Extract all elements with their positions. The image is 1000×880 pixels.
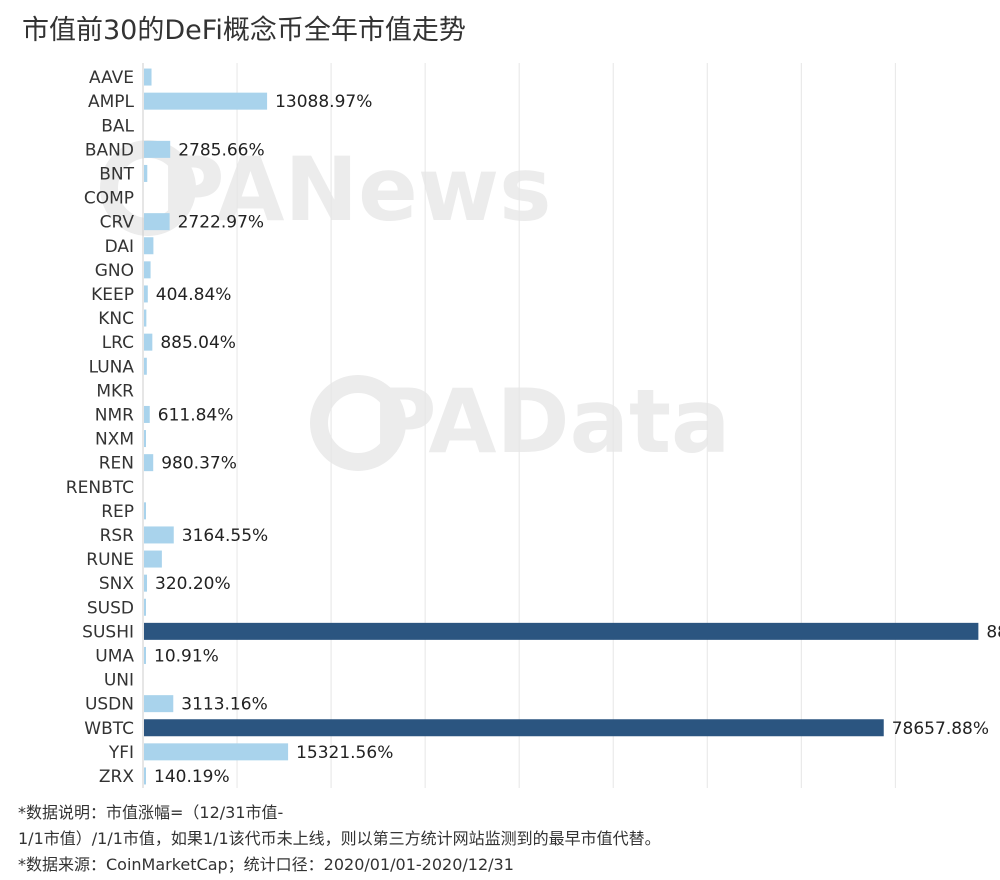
data-label: 980.37%: [161, 454, 237, 474]
bar: [144, 743, 289, 761]
category-label: CRV: [100, 213, 135, 233]
category-label: BAND: [85, 140, 134, 160]
category-label: RENBTC: [66, 478, 134, 498]
bar: [144, 309, 147, 327]
data-label: 13088.97%: [275, 92, 372, 112]
padata-watermark: PAData: [372, 370, 731, 473]
category-label: AAVE: [89, 68, 134, 88]
bar: [144, 598, 146, 616]
category-label: KEEP: [91, 285, 134, 305]
bar: [144, 454, 154, 472]
bar: [144, 285, 148, 303]
category-label: AMPL: [88, 92, 135, 112]
category-label: NXM: [95, 430, 134, 450]
bar: [144, 92, 268, 110]
category-label: UNI: [104, 671, 134, 691]
bar: [144, 405, 150, 423]
bar: [144, 502, 146, 520]
note-source: *数据来源：CoinMarketCap；统计口径：2020/01/01-2020…: [18, 855, 514, 874]
category-label: BNT: [99, 164, 134, 184]
data-label: 2785.66%: [178, 140, 264, 160]
bar: [144, 526, 174, 544]
category-label: SNX: [99, 574, 135, 594]
data-label: 140.19%: [154, 767, 230, 787]
category-label: COMP: [84, 189, 134, 209]
category-label: USDN: [85, 695, 134, 715]
category-label: SUSD: [87, 598, 134, 618]
bar: [144, 164, 148, 182]
data-label: 320.20%: [155, 574, 231, 594]
bar: [144, 261, 151, 279]
chart-title: 市值前30的DeFi概念币全年市值走势: [22, 15, 466, 46]
category-label: BAL: [101, 116, 134, 136]
category-label: LRC: [102, 333, 134, 353]
data-label: 2722.97%: [178, 213, 264, 233]
note-description-line1: *数据说明：市值涨幅=（12/31市值-: [18, 803, 284, 822]
bar: [144, 646, 146, 664]
category-label: SUSHI: [82, 622, 134, 642]
data-label: 10.91%: [154, 646, 219, 666]
category-label: LUNA: [89, 357, 135, 377]
bar: [144, 430, 146, 448]
category-label: MKR: [96, 381, 134, 401]
category-label: REN: [99, 454, 134, 474]
notes: *数据说明：市值涨幅=（12/31市值- 1/1市值）/1/1市值，如果1/1该…: [18, 800, 661, 878]
bar-chart: AAVE AMPL 13088.97% BAL BAND 2785.66% BNT COMP C…: [66, 63, 1000, 788]
category-label: REP: [101, 502, 134, 522]
data-label: 404.84%: [156, 285, 232, 305]
data-label: 3113.16%: [181, 695, 267, 715]
data-label: 3164.55%: [182, 526, 268, 546]
data-label: 611.84%: [158, 405, 234, 425]
bar: [144, 140, 171, 158]
data-label: 15321.56%: [296, 743, 393, 763]
category-label: DAI: [105, 237, 134, 257]
category-label: NMR: [95, 405, 134, 425]
bar: [144, 213, 170, 231]
category-label: ZRX: [99, 767, 134, 787]
data-label: 78657.88%: [892, 719, 989, 739]
panews-watermark: PANews: [160, 138, 552, 241]
category-label: RUNE: [86, 550, 134, 570]
bar: [144, 695, 174, 713]
category-label: UMA: [95, 646, 134, 666]
bar: [144, 68, 152, 86]
category-label: YFI: [108, 743, 134, 763]
bar: [144, 574, 148, 592]
bar: [144, 333, 153, 351]
bar: [144, 550, 162, 568]
data-label: 88720.47%: [986, 622, 1000, 642]
bar: [144, 622, 979, 640]
category-label: WBTC: [84, 719, 134, 739]
note-description-line2: 1/1市值）/1/1市值，如果1/1该代币未上线，则以第三方统计网站监测到的最早…: [18, 829, 661, 848]
bar: [144, 237, 154, 255]
category-label: GNO: [95, 261, 134, 281]
bar: [144, 719, 884, 737]
bar: [144, 357, 147, 375]
bar: [144, 767, 146, 785]
data-label: 885.04%: [160, 333, 236, 353]
category-label: RSR: [100, 526, 135, 546]
category-label: KNC: [98, 309, 134, 329]
